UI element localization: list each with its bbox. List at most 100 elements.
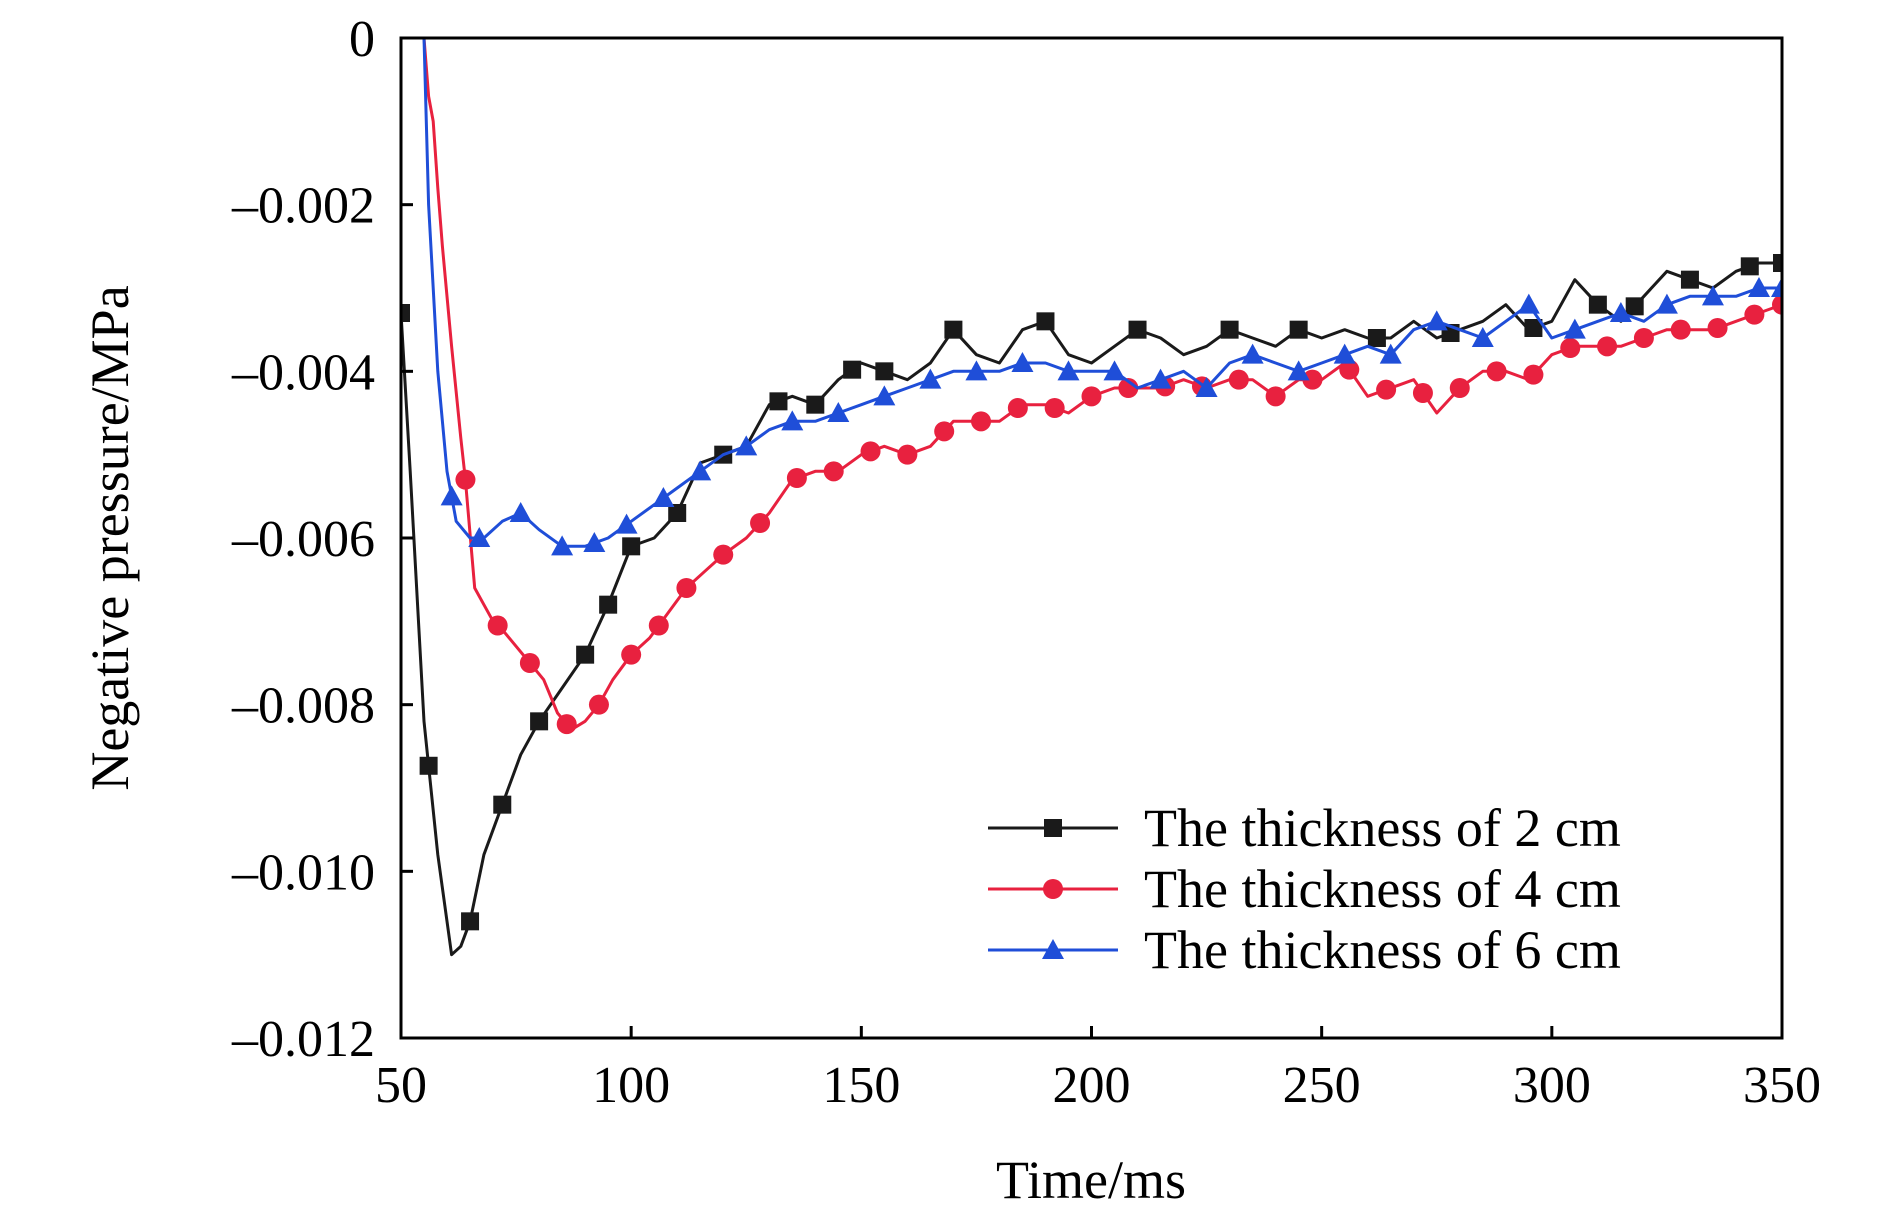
series-3 — [422, 38, 1782, 556]
data-point — [1195, 377, 1218, 397]
series-layer — [401, 38, 1782, 957]
x-tick-label: 50 — [375, 1057, 427, 1114]
data-point — [1701, 285, 1724, 306]
legend-marker — [1043, 879, 1063, 899]
data-point — [468, 527, 491, 547]
axis-ticks: 50 100 150 200 250 300 350 0 –0.002 –0.004 –0.006 –… — [231, 11, 1821, 1114]
y-tick-label: –0.008 — [231, 678, 375, 735]
data-point — [1560, 338, 1581, 358]
data-point — [419, 756, 438, 775]
data-point — [676, 578, 697, 598]
data-point — [897, 444, 918, 465]
data-point — [401, 304, 410, 322]
data-point — [873, 385, 896, 406]
data-point — [1036, 312, 1055, 331]
legend-label: The thickness of 6 cm — [1144, 920, 1621, 980]
data-point — [576, 645, 595, 664]
data-point — [1486, 361, 1507, 382]
data-point — [1367, 329, 1386, 347]
data-point — [1339, 359, 1360, 380]
data-point — [1118, 378, 1139, 398]
data-point — [1524, 319, 1543, 337]
y-tick-label: 0 — [349, 11, 375, 68]
data-point — [689, 460, 712, 481]
legend-label: The thickness of 4 cm — [1144, 859, 1621, 919]
data-point — [1302, 369, 1323, 390]
data-point — [1670, 319, 1691, 340]
x-tick-label: 200 — [1053, 1057, 1131, 1114]
legend-item: The thickness of 2 cm — [988, 798, 1621, 858]
legend-marker — [1042, 939, 1064, 959]
data-point — [1744, 304, 1765, 325]
data-point — [919, 368, 942, 389]
data-point — [1011, 352, 1034, 372]
data-point — [668, 504, 687, 522]
data-point — [1081, 386, 1102, 407]
data-point — [583, 532, 606, 552]
data-point — [599, 595, 618, 614]
data-point — [769, 392, 788, 411]
data-point — [487, 615, 508, 636]
data-point — [1128, 320, 1147, 339]
x-tick-label: 350 — [1743, 1057, 1821, 1114]
data-point — [781, 410, 804, 431]
legend-label: The thickness of 2 cm — [1144, 798, 1621, 858]
x-tick-label: 300 — [1513, 1057, 1591, 1114]
data-point — [648, 615, 669, 636]
data-point — [551, 535, 574, 556]
data-point — [1707, 318, 1728, 338]
data-point — [750, 513, 771, 533]
data-point — [509, 502, 532, 522]
data-point — [971, 411, 992, 432]
data-point — [493, 795, 512, 814]
y-tick-label: –0.004 — [231, 344, 375, 401]
data-point — [1449, 378, 1470, 398]
data-point — [843, 360, 862, 379]
legend-item: The thickness of 6 cm — [988, 920, 1621, 980]
data-point — [1633, 328, 1654, 348]
data-point — [461, 912, 480, 931]
data-point — [621, 644, 642, 665]
series-line — [422, 38, 1782, 548]
data-point — [652, 487, 675, 507]
series-2 — [422, 38, 1782, 735]
data-point — [1228, 369, 1249, 390]
data-point — [1265, 386, 1286, 407]
data-point — [1588, 295, 1607, 314]
data-point — [860, 441, 881, 462]
data-point — [1471, 327, 1494, 347]
data-point — [713, 544, 734, 565]
data-point — [1287, 360, 1310, 381]
data-point — [1376, 379, 1397, 400]
data-point — [1379, 343, 1402, 364]
data-point — [1563, 318, 1586, 339]
x-tick-label: 100 — [592, 1057, 670, 1114]
data-point — [1773, 254, 1782, 272]
data-point — [1149, 368, 1172, 389]
data-point — [735, 435, 758, 456]
series-1 — [401, 254, 1782, 957]
y-tick-label: –0.012 — [231, 1011, 375, 1068]
data-point — [588, 694, 609, 715]
data-point — [1412, 383, 1433, 403]
data-point — [1747, 277, 1770, 297]
data-point — [455, 469, 476, 490]
data-point — [827, 402, 850, 422]
x-tick-label: 150 — [822, 1057, 900, 1114]
data-point — [1220, 320, 1239, 339]
data-point — [1771, 277, 1782, 297]
data-point — [965, 360, 988, 381]
data-point — [530, 712, 549, 731]
data-point — [1609, 302, 1632, 322]
data-point — [1425, 310, 1448, 331]
y-tick-label: –0.002 — [231, 178, 375, 235]
data-point — [1241, 343, 1264, 364]
x-axis-title: Time/ms — [996, 1150, 1186, 1210]
data-point — [1103, 360, 1126, 381]
data-point — [934, 421, 955, 442]
data-point — [944, 320, 963, 339]
legend-item: The thickness of 4 cm — [988, 859, 1621, 919]
data-point — [1655, 293, 1678, 314]
